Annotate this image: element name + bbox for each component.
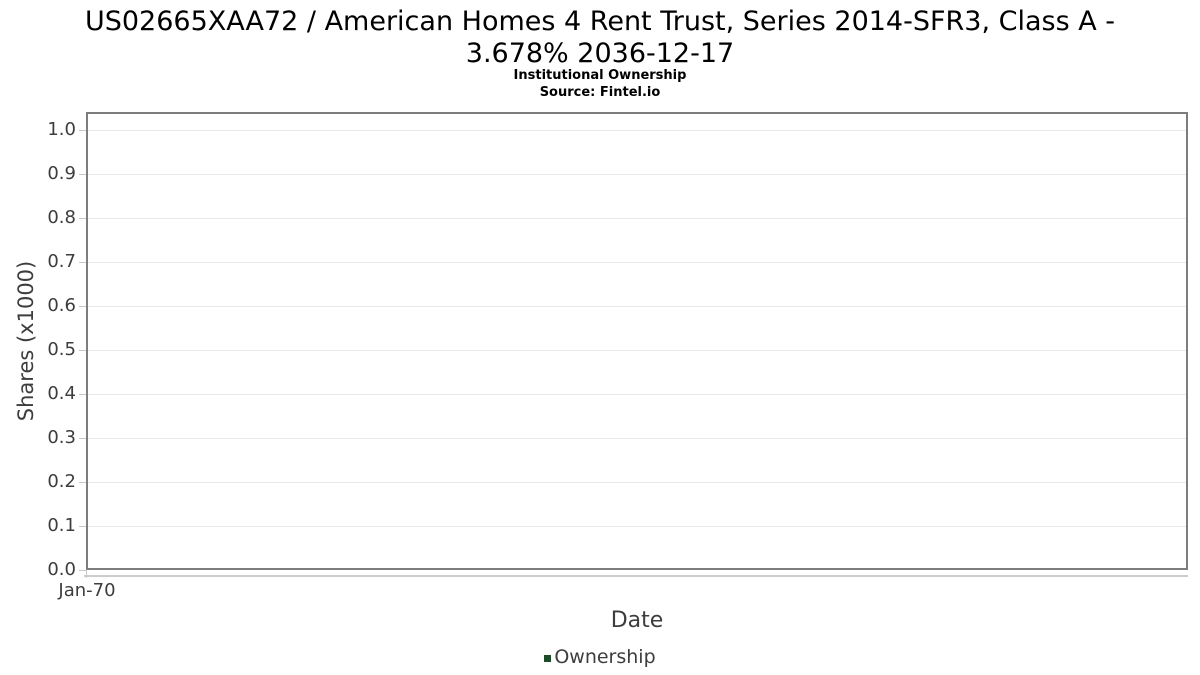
chart-title-line2: 3.678% 2036-12-17 [465,38,735,69]
chart-source: Source: Fintel.io [539,85,661,100]
y-tick-label: 0.7 [47,251,76,272]
x-tick-mark [86,570,87,578]
y-tick-label: 0.9 [47,163,76,184]
y-tick-mark [79,526,86,527]
chart-subtitle: Institutional Ownership [513,68,687,83]
chart-title-line1: US02665XAA72 / American Homes 4 Rent Tru… [84,6,1116,37]
y-tick-label: 1.0 [47,119,76,140]
y-tick-label: 0.5 [47,339,76,360]
gridline [88,305,1186,307]
y-tick-label: 0.3 [47,427,76,448]
y-tick-mark [79,394,86,395]
y-tick-mark [79,306,86,307]
x-axis-line [84,575,1188,577]
y-tick-label: 0.1 [47,515,76,536]
gridline [88,481,1186,483]
y-tick-mark [79,350,86,351]
x-tick-label: Jan-70 [58,580,116,601]
y-tick-mark [79,570,86,571]
y-tick-mark [79,438,86,439]
y-tick-mark [79,174,86,175]
y-tick-mark [79,482,86,483]
chart-title: US02665XAA72 / American Homes 4 Rent Tru… [0,6,1200,70]
gridline [88,261,1186,263]
legend-marker-icon [544,654,552,662]
y-tick-label: 0.0 [47,559,76,580]
gridline [88,173,1186,175]
legend-item-ownership[interactable]: Ownership [544,646,656,668]
y-tick-label: 0.4 [47,383,76,404]
gridline [88,349,1186,351]
y-tick-mark [79,218,86,219]
y-tick-label: 0.8 [47,207,76,228]
y-tick-mark [79,262,86,263]
y-tick-mark [79,130,86,131]
legend-label: Ownership [554,646,656,668]
gridline [88,437,1186,439]
y-tick-label: 0.6 [47,295,76,316]
plot-area [86,112,1188,570]
y-tick-label: 0.2 [47,471,76,492]
gridline [88,217,1186,219]
chart-legend: Ownership [0,646,1200,668]
gridline [88,525,1186,527]
x-axis-title: Date [610,608,664,633]
gridline [88,129,1186,131]
gridline [88,393,1186,395]
